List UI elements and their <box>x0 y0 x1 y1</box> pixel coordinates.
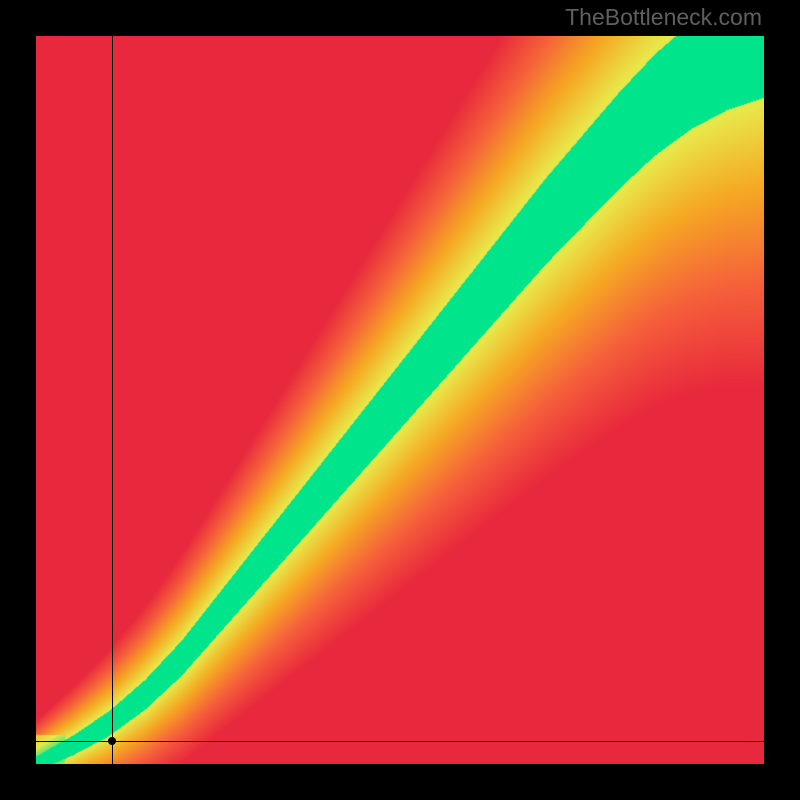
heatmap-plot <box>36 36 764 764</box>
crosshair-vertical <box>112 36 113 764</box>
attribution-text: TheBottleneck.com <box>565 4 762 31</box>
crosshair-horizontal <box>36 741 764 742</box>
crosshair-marker-dot <box>108 737 116 745</box>
heatmap-canvas <box>36 36 764 764</box>
